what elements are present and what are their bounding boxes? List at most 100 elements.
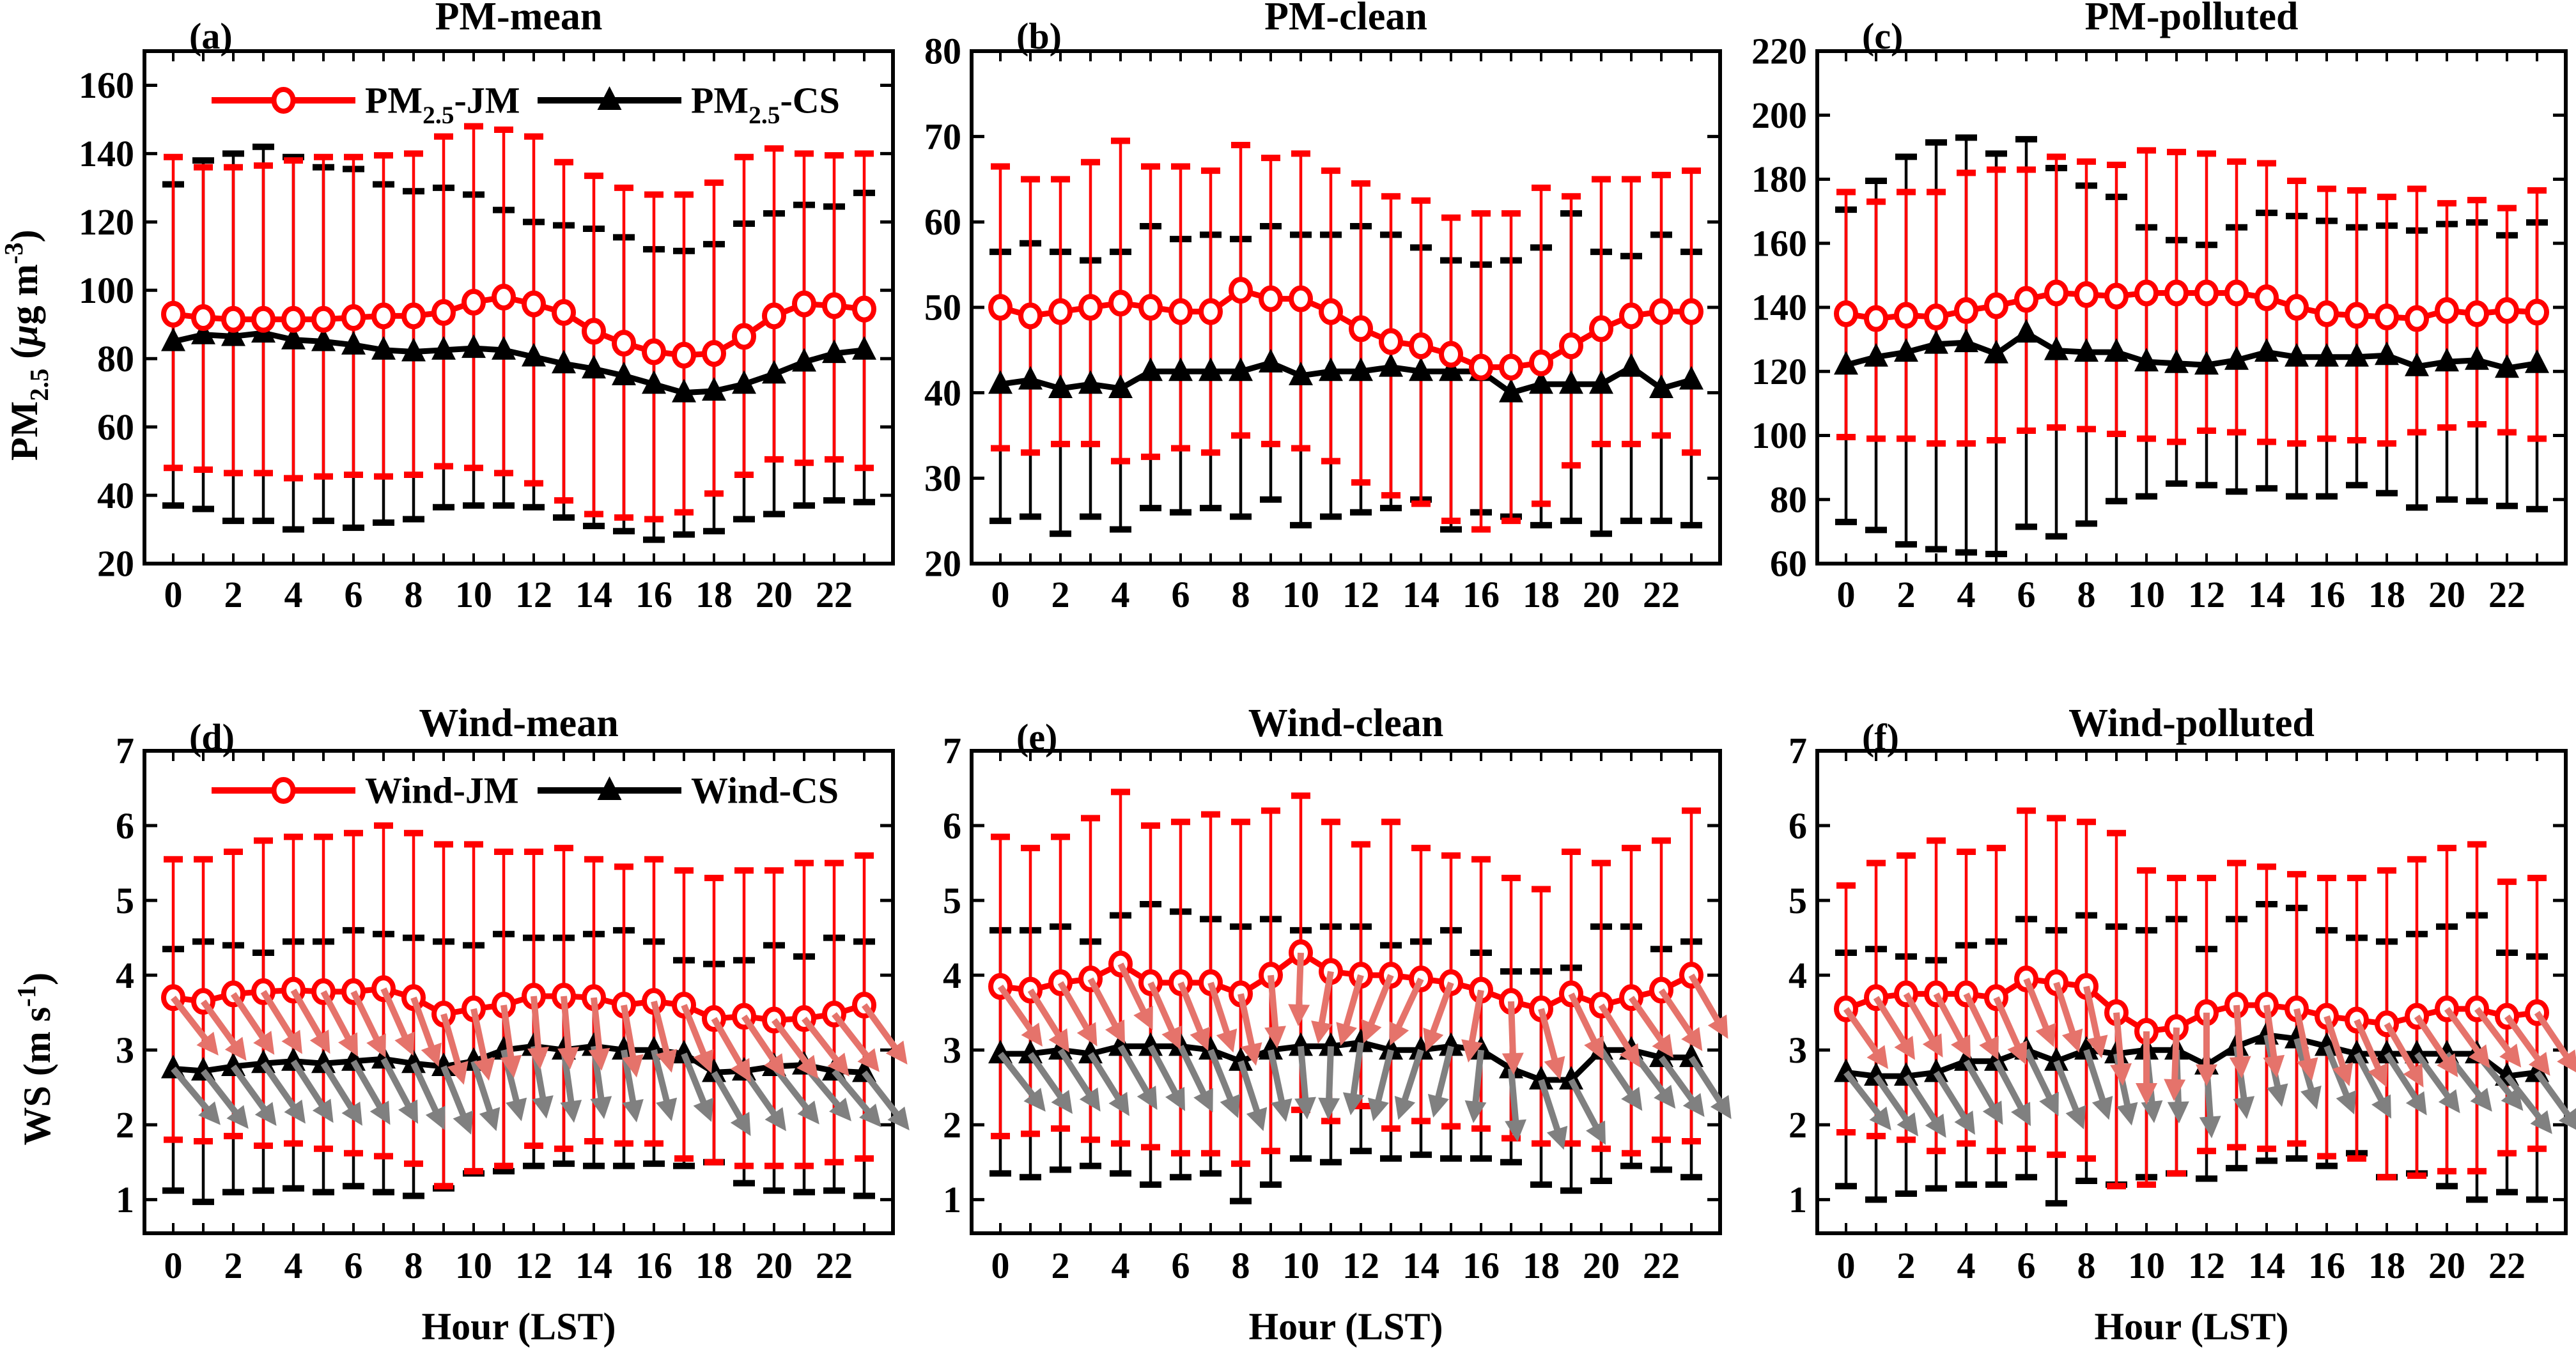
x-tick-label: 8 bbox=[405, 1245, 423, 1286]
marker-circle-PM2.5-JM bbox=[672, 341, 696, 369]
marker-circle-PM2.5-JM bbox=[1649, 298, 1673, 325]
error-bar-JM bbox=[1562, 193, 1581, 469]
y-tick-label: 220 bbox=[1751, 31, 1807, 72]
y-tick-label: 20 bbox=[97, 543, 134, 585]
panel-a: 20 40 60 80 100 120 140 160 0 2 4 6 8 10 12 14 16 18 20 22 P… bbox=[79, 0, 895, 615]
panel-b: 20 30 40 50 60 70 80 0 2 4 6 8 10 12 14 16 18 20 22 PM-clea… bbox=[924, 0, 1722, 615]
wind-arrow-head bbox=[1681, 1027, 1703, 1051]
marker-triangle-Wind-CS bbox=[1319, 1032, 1343, 1056]
x-tick-label: 0 bbox=[991, 574, 1010, 615]
x-tick-label: 0 bbox=[164, 574, 183, 615]
marker-triangle-PM2.5-CS bbox=[552, 350, 576, 374]
x-tick-label: 16 bbox=[635, 574, 672, 615]
x-tick-label: 22 bbox=[816, 1245, 853, 1286]
wind-arrow-head bbox=[1461, 1039, 1483, 1063]
wind-arrow-shaft bbox=[2534, 1070, 2576, 1125]
marker-triangle-PM2.5-CS bbox=[1649, 374, 1673, 398]
y-tick-label: 1 bbox=[943, 1179, 961, 1220]
marker-triangle-PM2.5-CS bbox=[672, 378, 696, 403]
marker-triangle-PM2.5-CS bbox=[2134, 348, 2159, 372]
marker-triangle-PM2.5-CS bbox=[2315, 342, 2339, 367]
wind-arrow-shaft bbox=[1538, 1079, 1563, 1140]
marker-triangle-PM2.5-CS bbox=[311, 327, 336, 351]
marker-triangle-PM2.5-CS bbox=[1439, 357, 1463, 381]
marker-circle-PM2.5-JM bbox=[522, 290, 546, 318]
legend-label: Wind-CS bbox=[691, 770, 839, 812]
wind-arrow-shaft bbox=[2113, 1012, 2125, 1075]
x-tick-label: 14 bbox=[1402, 1245, 1439, 1286]
marker-circle-PM2.5-JM bbox=[1259, 285, 1283, 312]
wind-arrow-head bbox=[1264, 1026, 1286, 1049]
wind-arrow-shaft bbox=[711, 1070, 748, 1128]
marker-triangle-Wind-CS bbox=[431, 1052, 456, 1076]
marker-circle-PM2.5-JM bbox=[1319, 298, 1343, 325]
y-axis-label: WS (m s-1) bbox=[12, 973, 58, 1146]
y-tick-label: 7 bbox=[116, 730, 134, 772]
marker-circle-PM2.5-JM bbox=[1048, 298, 1073, 325]
wind-arrow-shaft bbox=[591, 997, 604, 1059]
wind-arrow-head bbox=[857, 1048, 880, 1072]
wind-arrow-shaft bbox=[772, 1018, 814, 1072]
wind-arrow-head bbox=[281, 1029, 302, 1054]
wind-arrow-head bbox=[1925, 1113, 1946, 1138]
wind-arrow-shaft bbox=[998, 1051, 1041, 1105]
marker-circle-PM2.5-JM bbox=[311, 305, 336, 333]
marker-triangle-PM2.5-CS bbox=[1199, 357, 1223, 381]
wind-arrow-shaft bbox=[2504, 1014, 2546, 1068]
x-tick-label: 2 bbox=[1051, 1245, 1070, 1286]
marker-circle-PM2.5-JM bbox=[1559, 332, 1583, 360]
wind-arrow-head bbox=[1389, 1021, 1409, 1046]
marker-triangle-Wind-CS bbox=[2315, 1032, 2339, 1056]
marker-circle-PM2.5-JM bbox=[762, 302, 786, 330]
wind-arrow-shaft bbox=[2293, 1008, 2313, 1070]
marker-circle-PM2.5-JM bbox=[792, 290, 816, 318]
wind-arrow-head bbox=[560, 1100, 582, 1123]
marker-triangle-Wind-CS bbox=[1409, 1036, 1433, 1060]
marker-circle-PM2.5-JM bbox=[2164, 279, 2189, 307]
wind-arrow-shaft bbox=[2053, 1059, 2083, 1120]
x-tick-label: 4 bbox=[1957, 574, 1976, 615]
wind-arrow-head bbox=[312, 1098, 334, 1123]
marker-circle-PM2.5-JM bbox=[2495, 297, 2519, 325]
wind-arrow-head bbox=[2437, 1053, 2458, 1077]
wind-arrow-head bbox=[1501, 1052, 1524, 1075]
wind-arrows bbox=[171, 987, 910, 1136]
wind-arrow-head bbox=[226, 1105, 249, 1129]
x-tick-label: 4 bbox=[1957, 1245, 1976, 1286]
marker-circle-PM2.5-JM bbox=[191, 304, 215, 332]
wind-arrow-head bbox=[2468, 1044, 2490, 1068]
wind-arrow-shaft bbox=[1238, 993, 1257, 1055]
wind-arrow-shaft bbox=[1399, 1049, 1424, 1110]
marker-circle-PM2.5-JM bbox=[852, 295, 876, 323]
marker-circle-PM2.5-JM bbox=[822, 292, 846, 319]
wind-arrow-head bbox=[1546, 1125, 1568, 1150]
wind-arrow-head bbox=[2091, 1095, 2113, 1120]
marker-triangle-PM2.5-CS bbox=[1018, 366, 1043, 390]
wind-arrow-head bbox=[2499, 1043, 2522, 1068]
x-tick-label: 20 bbox=[1583, 574, 1620, 615]
marker-circle-PM2.5-JM bbox=[988, 294, 1013, 321]
wind-arrow-shaft bbox=[1873, 1074, 1914, 1128]
marker-triangle-PM2.5-CS bbox=[2014, 319, 2038, 343]
wind-arrow-shaft bbox=[380, 987, 412, 1047]
wind-arrow-shaft bbox=[171, 1066, 215, 1118]
wind-arrow-shaft bbox=[1027, 988, 1066, 1044]
wind-arrow-head bbox=[2141, 1100, 2163, 1123]
marker-triangle-Wind-CS bbox=[1924, 1058, 1948, 1082]
wind-arrow-head bbox=[479, 1107, 500, 1132]
marker-circle-PM2.5-JM bbox=[1529, 349, 1553, 376]
wind-arrow-head bbox=[1621, 1086, 1643, 1111]
marker-triangle-PM2.5-CS bbox=[2375, 341, 2399, 366]
wind-arrow-shaft bbox=[651, 1000, 672, 1062]
y-tick-label: 5 bbox=[943, 880, 961, 921]
x-tick-label: 18 bbox=[2368, 574, 2405, 615]
wind-arrow-shaft bbox=[171, 996, 214, 1049]
wind-arrow-shaft bbox=[1027, 1052, 1069, 1106]
wind-arrow-head bbox=[797, 1100, 819, 1125]
wind-arrow-shaft bbox=[531, 996, 543, 1058]
marker-circle-PM2.5-JM bbox=[1984, 292, 2008, 319]
wind-arrow-head bbox=[2470, 1088, 2492, 1112]
marker-triangle-PM2.5-CS bbox=[582, 355, 606, 379]
legend-marker-triangle bbox=[597, 776, 622, 800]
wind-arrow-shaft bbox=[1147, 981, 1179, 1040]
